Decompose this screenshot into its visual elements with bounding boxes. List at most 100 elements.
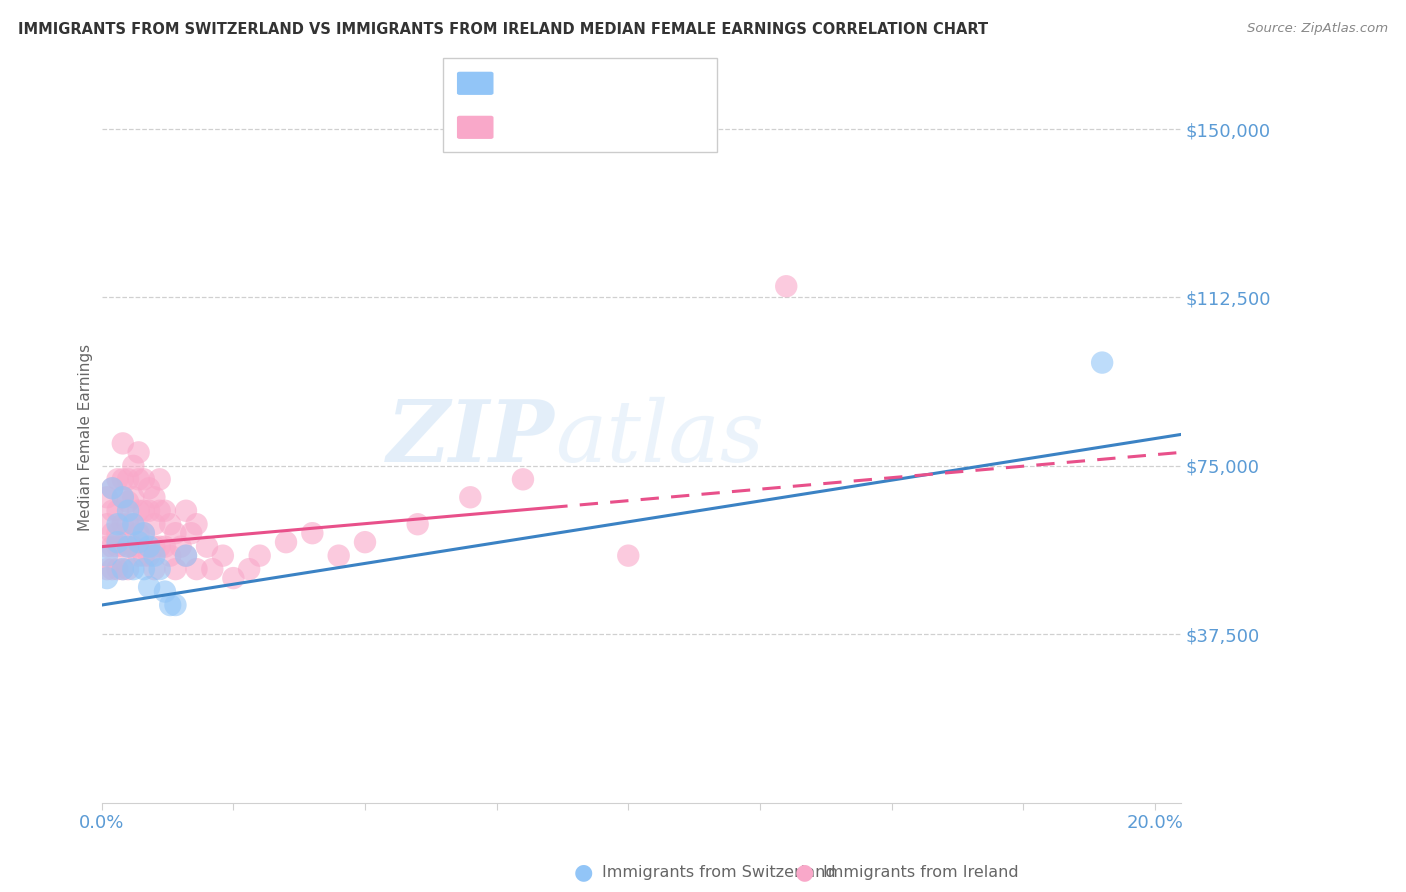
Point bbox=[96, 517, 118, 532]
Text: R =: R = bbox=[505, 75, 544, 93]
Point bbox=[165, 526, 187, 541]
Point bbox=[107, 540, 129, 554]
Point bbox=[107, 517, 129, 532]
Point bbox=[143, 549, 166, 563]
Point bbox=[122, 458, 145, 473]
Point bbox=[122, 517, 145, 532]
Point bbox=[117, 504, 139, 518]
Text: R =: R = bbox=[505, 120, 544, 137]
Point bbox=[117, 472, 139, 486]
Point bbox=[165, 562, 187, 576]
Point bbox=[170, 540, 193, 554]
Point bbox=[128, 472, 150, 486]
Text: N =: N = bbox=[596, 120, 648, 137]
Text: atlas: atlas bbox=[555, 396, 765, 479]
Point bbox=[111, 490, 134, 504]
Point bbox=[153, 540, 176, 554]
Point bbox=[165, 598, 187, 612]
Point bbox=[354, 535, 377, 549]
Text: Immigrants from Switzerland: Immigrants from Switzerland bbox=[602, 865, 835, 880]
Point bbox=[149, 562, 172, 576]
Point bbox=[1091, 355, 1114, 369]
Point bbox=[174, 549, 197, 563]
Point bbox=[201, 562, 224, 576]
Point bbox=[132, 549, 155, 563]
Point bbox=[174, 549, 197, 563]
Point bbox=[143, 540, 166, 554]
Point bbox=[107, 562, 129, 576]
Text: 23: 23 bbox=[638, 75, 664, 93]
Point bbox=[111, 436, 134, 450]
Point bbox=[328, 549, 350, 563]
Text: 0.169: 0.169 bbox=[536, 120, 592, 137]
Text: Immigrants from Ireland: Immigrants from Ireland bbox=[823, 865, 1018, 880]
Point bbox=[117, 495, 139, 509]
Point bbox=[101, 481, 124, 495]
Point bbox=[101, 540, 124, 554]
Point bbox=[186, 517, 208, 532]
Point bbox=[122, 490, 145, 504]
Point bbox=[122, 517, 145, 532]
Point bbox=[301, 526, 323, 541]
Point bbox=[143, 517, 166, 532]
Point bbox=[107, 526, 129, 541]
Point bbox=[149, 540, 172, 554]
Point bbox=[101, 481, 124, 495]
Point bbox=[406, 517, 429, 532]
Point bbox=[617, 549, 640, 563]
Point bbox=[117, 517, 139, 532]
Point bbox=[138, 504, 160, 518]
Point bbox=[122, 562, 145, 576]
Point bbox=[149, 504, 172, 518]
Point bbox=[107, 535, 129, 549]
Text: ●: ● bbox=[794, 863, 814, 882]
Point bbox=[132, 526, 155, 541]
Point bbox=[111, 490, 134, 504]
Point bbox=[117, 540, 139, 554]
Point bbox=[96, 540, 118, 554]
Point bbox=[132, 562, 155, 576]
Text: ●: ● bbox=[574, 863, 593, 882]
Point bbox=[111, 562, 134, 576]
Point bbox=[186, 562, 208, 576]
Point bbox=[96, 490, 118, 504]
Point bbox=[96, 562, 118, 576]
Point bbox=[111, 562, 134, 576]
Point bbox=[101, 504, 124, 518]
Point bbox=[117, 540, 139, 554]
Point bbox=[149, 472, 172, 486]
Point bbox=[111, 472, 134, 486]
Point bbox=[195, 540, 218, 554]
Point bbox=[138, 481, 160, 495]
Point bbox=[138, 540, 160, 554]
Point bbox=[128, 504, 150, 518]
Point bbox=[101, 562, 124, 576]
Point bbox=[128, 445, 150, 459]
Text: ZIP: ZIP bbox=[387, 396, 555, 480]
Point bbox=[238, 562, 260, 576]
Point bbox=[211, 549, 233, 563]
Text: IMMIGRANTS FROM SWITZERLAND VS IMMIGRANTS FROM IRELAND MEDIAN FEMALE EARNINGS CO: IMMIGRANTS FROM SWITZERLAND VS IMMIGRANT… bbox=[18, 22, 988, 37]
Point bbox=[96, 571, 118, 585]
Point bbox=[128, 526, 150, 541]
Point bbox=[159, 517, 181, 532]
Point bbox=[132, 526, 155, 541]
Point bbox=[111, 517, 134, 532]
Point bbox=[107, 504, 129, 518]
Point bbox=[222, 571, 245, 585]
Point bbox=[274, 535, 297, 549]
Text: Source: ZipAtlas.com: Source: ZipAtlas.com bbox=[1247, 22, 1388, 36]
Point bbox=[107, 472, 129, 486]
Text: 0.437: 0.437 bbox=[536, 75, 592, 93]
Point bbox=[138, 580, 160, 594]
Point bbox=[512, 472, 534, 486]
Point bbox=[128, 535, 150, 549]
Point bbox=[132, 472, 155, 486]
Point bbox=[96, 549, 118, 563]
Point bbox=[143, 490, 166, 504]
Point bbox=[775, 279, 797, 293]
Text: 75: 75 bbox=[638, 120, 664, 137]
Point bbox=[174, 504, 197, 518]
Point bbox=[128, 549, 150, 563]
Text: N =: N = bbox=[596, 75, 648, 93]
